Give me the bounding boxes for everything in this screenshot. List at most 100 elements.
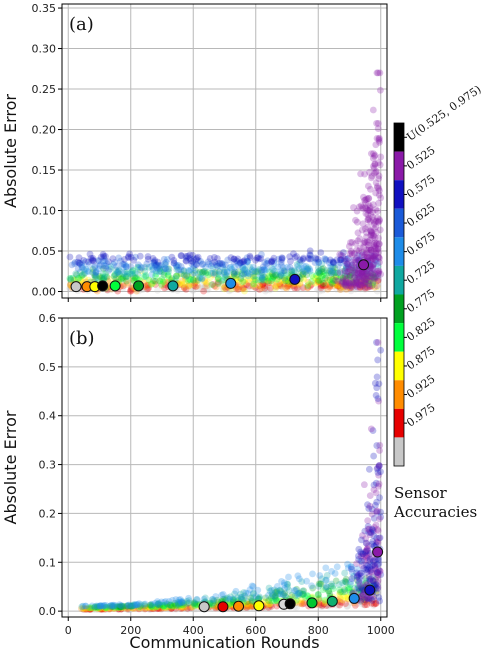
sample-point — [333, 281, 341, 288]
sample-point — [182, 272, 190, 280]
sample-point — [221, 266, 229, 274]
sample-point — [180, 284, 188, 292]
sample-point — [375, 268, 383, 276]
sample-point — [86, 250, 94, 258]
sample-point — [154, 605, 162, 612]
sample-point — [190, 262, 198, 269]
sample-point — [359, 281, 367, 289]
sample-point — [373, 585, 381, 593]
sample-point — [268, 279, 276, 287]
sample-point — [178, 277, 186, 285]
sample-point — [335, 282, 343, 290]
sample-point — [351, 274, 359, 282]
sample-point — [347, 581, 354, 588]
sample-point — [243, 603, 251, 611]
sample-point — [353, 573, 361, 581]
sample-point — [320, 600, 328, 608]
sample-point — [114, 604, 122, 612]
sample-point — [234, 268, 242, 276]
sample-point — [183, 272, 191, 279]
sample-point — [93, 604, 101, 611]
sample-point — [90, 257, 97, 265]
colorbar-tick-label: 0.725 — [404, 258, 437, 287]
sample-point — [149, 266, 157, 274]
sample-point — [326, 282, 334, 289]
sample-point — [355, 281, 363, 289]
sample-point — [336, 595, 344, 602]
sample-point — [169, 596, 176, 604]
sample-point — [215, 274, 222, 282]
sample-point — [306, 247, 314, 255]
grid-b — [62, 317, 387, 617]
sample-point — [366, 168, 373, 176]
sample-point — [341, 281, 349, 289]
sample-point — [139, 604, 147, 612]
sample-point — [278, 277, 286, 285]
sample-point — [350, 274, 358, 281]
sample-point — [352, 240, 360, 247]
sample-point — [158, 275, 166, 283]
sample-point — [339, 274, 346, 282]
sample-point — [192, 260, 200, 268]
sample-point — [96, 262, 104, 270]
sample-point — [293, 585, 300, 593]
sample-point — [318, 281, 326, 289]
sample-point — [268, 258, 276, 266]
sample-point — [322, 564, 330, 572]
sample-point — [272, 592, 279, 600]
sample-point — [221, 273, 229, 281]
sample-point — [119, 603, 127, 611]
sample-point — [287, 257, 294, 265]
sample-point — [249, 282, 257, 289]
sample-point — [370, 261, 378, 268]
sample-point — [230, 255, 238, 263]
sample-point — [368, 540, 376, 548]
sample-point — [270, 276, 278, 284]
sample-point — [297, 596, 305, 603]
sample-point — [243, 602, 251, 610]
sample-point — [280, 276, 288, 284]
sample-point — [166, 601, 174, 609]
sample-point — [341, 267, 349, 274]
sample-point — [367, 185, 374, 193]
sample-point — [140, 273, 148, 281]
sample-point — [188, 270, 196, 278]
sample-point — [258, 266, 265, 274]
sample-point — [362, 278, 370, 286]
y-tick-label: 0.30 — [32, 43, 57, 56]
sample-point — [364, 211, 372, 219]
sample-point — [298, 257, 305, 265]
sample-point — [314, 255, 322, 263]
sample-point — [125, 606, 133, 613]
sample-point — [266, 268, 273, 276]
sample-point — [117, 603, 125, 611]
sample-point — [203, 280, 210, 287]
sample-point — [322, 583, 330, 591]
sample-point — [314, 278, 322, 285]
sample-point — [91, 262, 99, 270]
sample-point — [343, 285, 350, 293]
sample-point — [341, 269, 349, 277]
sample-point — [372, 391, 380, 399]
sample-point — [78, 272, 86, 280]
sample-point — [240, 258, 248, 266]
sample-point — [170, 259, 178, 267]
sample-point — [370, 561, 377, 569]
sample-point — [367, 211, 375, 218]
sample-point — [261, 284, 269, 292]
sample-point — [184, 600, 191, 607]
sample-point — [375, 556, 382, 564]
sample-point — [274, 590, 282, 598]
sample-point — [377, 153, 385, 161]
sample-point — [326, 276, 334, 284]
sample-point — [358, 557, 366, 565]
sample-point — [311, 259, 319, 266]
sample-point — [372, 256, 379, 264]
sample-point — [355, 585, 363, 592]
sample-point — [220, 269, 228, 277]
sample-point — [66, 275, 74, 282]
sample-point — [265, 600, 273, 608]
sample-point — [314, 269, 322, 276]
colorbar-cell — [394, 265, 404, 295]
sample-point — [161, 278, 169, 286]
